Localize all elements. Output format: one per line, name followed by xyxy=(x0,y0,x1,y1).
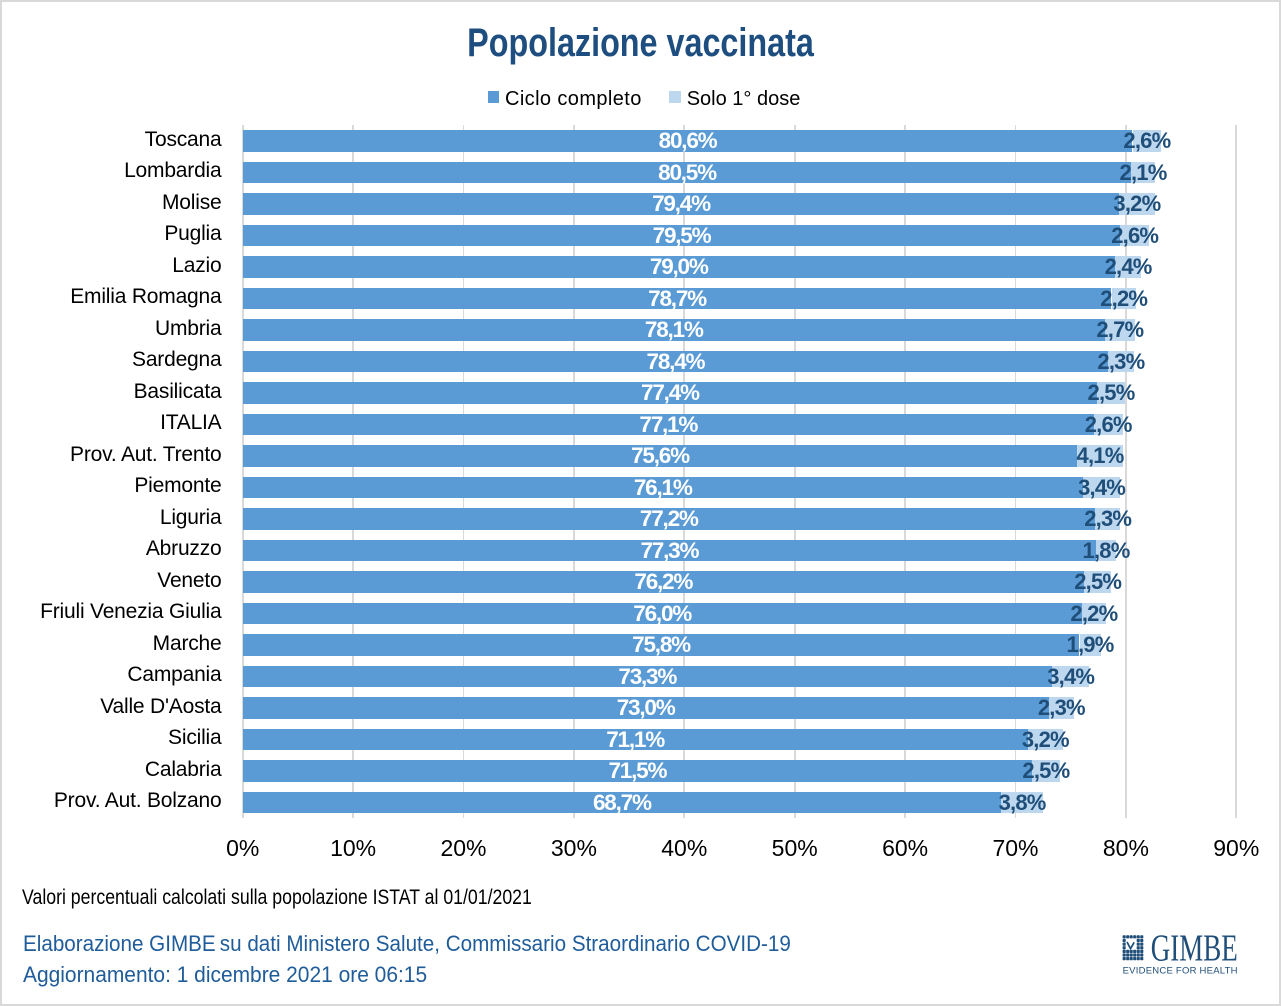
svg-text:GIMBE: GIMBE xyxy=(1151,928,1238,970)
svg-text:EVIDENCE FOR HEALTH: EVIDENCE FOR HEALTH xyxy=(1123,965,1238,976)
